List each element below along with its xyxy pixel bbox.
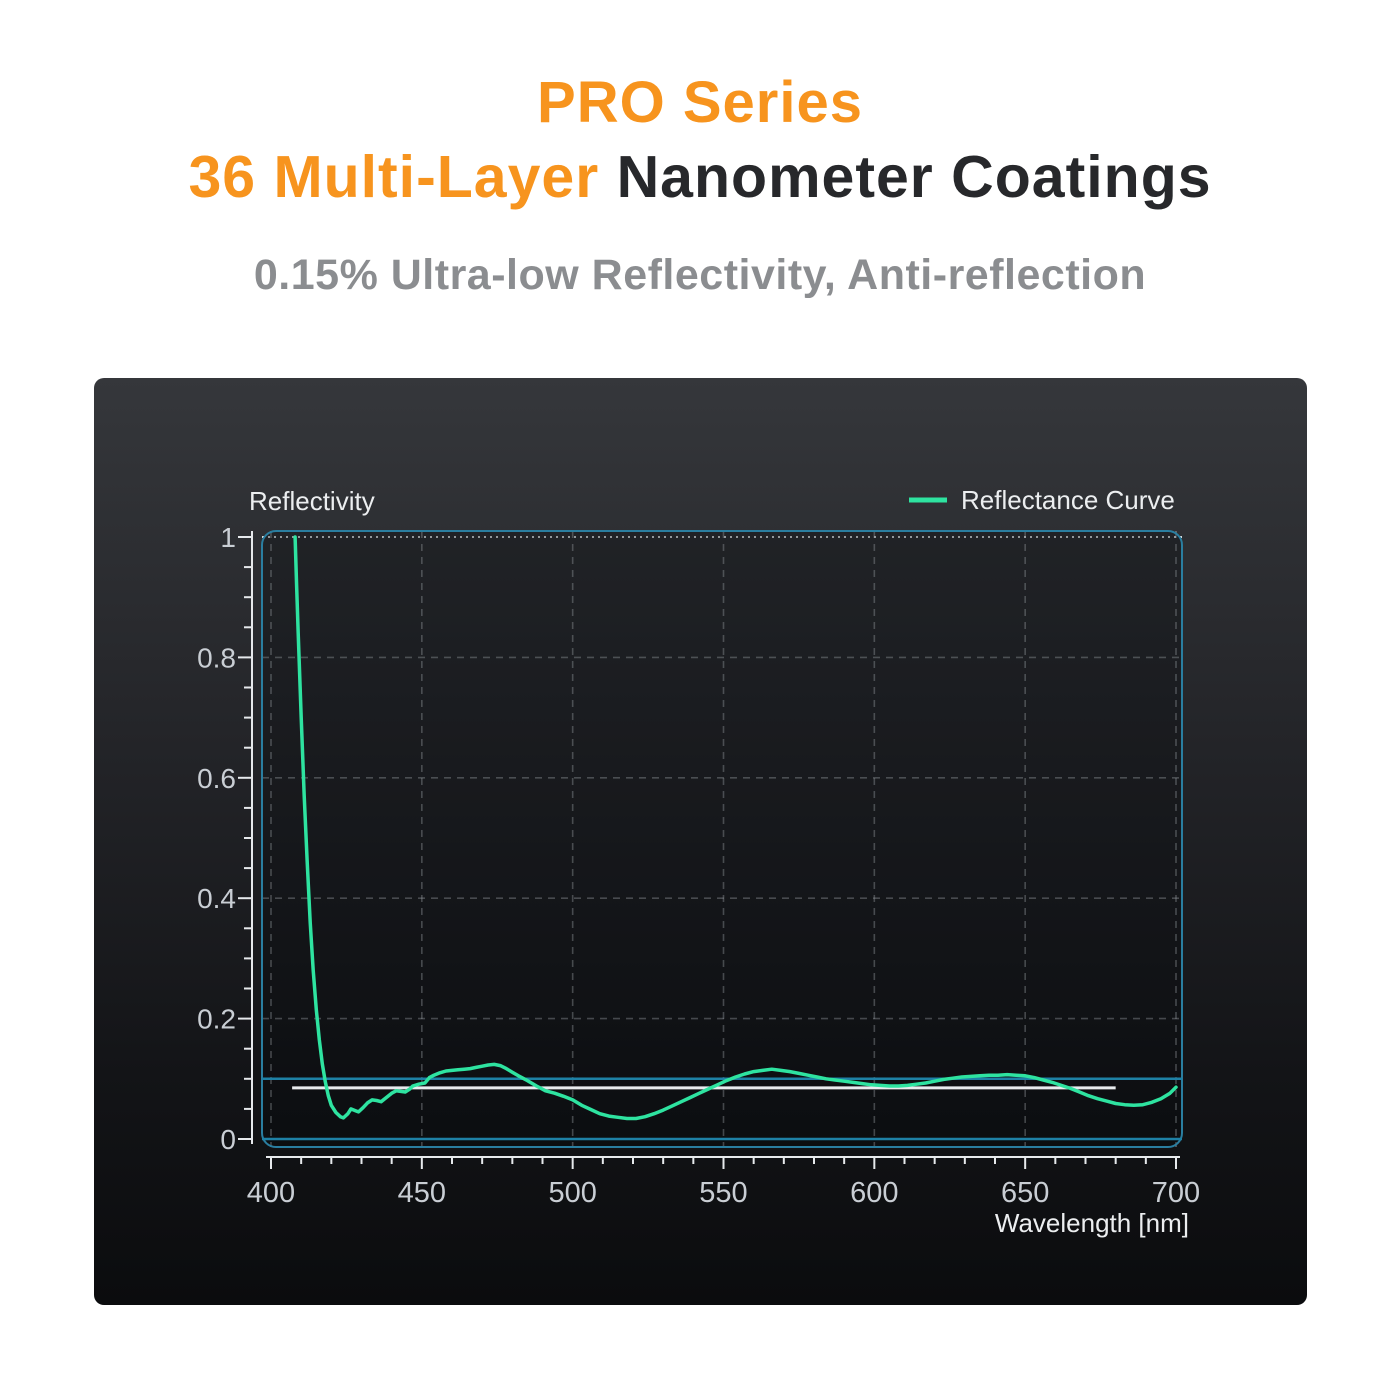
plot-border [261, 530, 1183, 1148]
x-tick-label: 550 [699, 1177, 747, 1209]
title-line2-rest: Nanometer Coatings [599, 144, 1212, 210]
title-line1: PRO Series [537, 70, 863, 135]
x-tick-label: 500 [548, 1177, 596, 1209]
y-tick-label: 0.2 [197, 1004, 236, 1035]
y-tick-label: 0 [220, 1124, 236, 1155]
title-line2: 36 Multi-Layer Nanometer Coatings [0, 148, 1400, 207]
y-tick-label: 0.6 [197, 763, 236, 794]
x-tick-label: 700 [1152, 1177, 1200, 1209]
x-tick-label: 600 [850, 1177, 898, 1209]
x-tick-label: 450 [398, 1177, 446, 1209]
gridlines [262, 531, 1182, 1147]
legend: Reflectance Curve [909, 485, 1175, 515]
subtitle: 0.15% Ultra-low Reflectivity, Anti-refle… [253, 251, 1147, 299]
x-tick-label: 400 [247, 1177, 295, 1209]
axes-and-ticks: 400 450 500 550 600 650 700 0 0.2 0.4 0.6 0.8 1 [197, 522, 1200, 1209]
chart-panel: 400 450 500 550 600 650 700 0 0.2 0.4 0.6 0.8 1 Refl… [94, 378, 1307, 1305]
title-line2-highlight: 36 Multi-Layer [188, 144, 600, 210]
reflectance-curve [293, 535, 1178, 1121]
y-tick-label: 0.4 [197, 883, 236, 914]
y-tick-label: 0.8 [197, 642, 236, 673]
reference-lines [262, 1077, 1182, 1141]
header: PRO Series 36 Multi-Layer Nanometer Coat… [0, 0, 1400, 297]
x-axis-title: Wavelength [nm] [995, 1208, 1189, 1238]
y-tick-label: 1 [220, 522, 236, 553]
legend-label: Reflectance Curve [961, 485, 1175, 515]
reflectance-chart: 400 450 500 550 600 650 700 0 0.2 0.4 0.6 0.8 1 Refl… [197, 485, 1200, 1238]
curve-layer [293, 535, 1178, 1121]
plot-frame [261, 530, 1183, 1148]
y-axis-title: Reflectivity [249, 486, 375, 516]
x-tick-label: 650 [1001, 1177, 1049, 1209]
